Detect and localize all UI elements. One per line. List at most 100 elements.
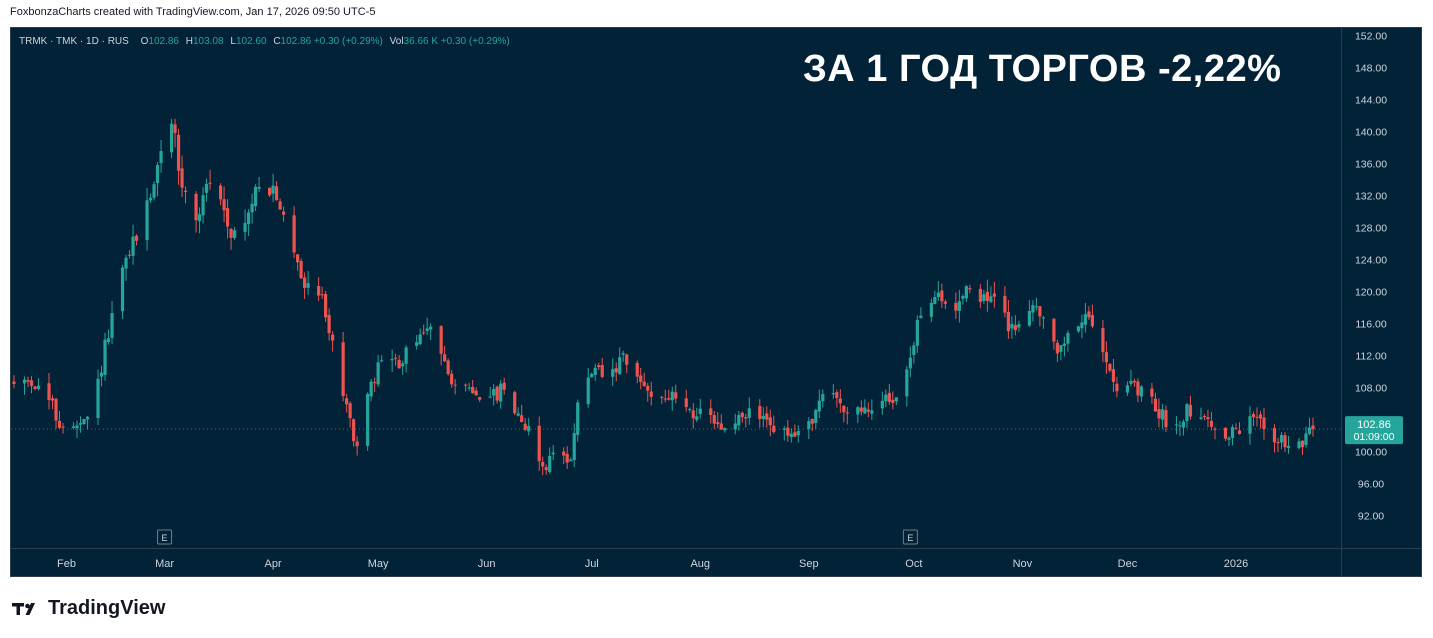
candle-body	[919, 315, 923, 319]
candle-body	[446, 360, 450, 375]
candle-body	[1185, 403, 1189, 422]
candle-body	[225, 208, 230, 227]
candle-body	[257, 186, 261, 189]
candle-body	[905, 369, 909, 397]
candle-body	[345, 398, 349, 405]
candle-body	[1202, 416, 1207, 418]
low-value: 102.60	[235, 36, 267, 47]
symbol-info[interactable]: TRMK · TMK · 1D · RUS	[19, 36, 129, 47]
candle-body	[597, 365, 601, 368]
y-tick-label: 96.00	[1358, 479, 1384, 491]
candle-body	[1017, 324, 1021, 328]
candle-body	[492, 388, 496, 396]
candle-body	[1010, 323, 1014, 329]
candle-body	[572, 432, 576, 461]
candle-body	[1209, 420, 1214, 427]
candle-body	[222, 199, 226, 211]
chart-headline: ЗА 1 ГОД ТОРГОВ -2,22%	[803, 48, 1282, 90]
candle-body	[625, 354, 629, 365]
y-tick-label: 100.00	[1355, 447, 1387, 459]
candle-body	[352, 419, 356, 442]
candle-body	[145, 200, 149, 241]
candle-body	[1076, 326, 1081, 332]
candle-body	[1262, 417, 1266, 430]
open-value: 102.86	[148, 36, 179, 47]
candle-body	[859, 407, 863, 412]
candle-body	[250, 203, 254, 213]
candle-body	[982, 294, 986, 301]
candle-body	[1276, 442, 1280, 444]
candle-body	[551, 452, 555, 455]
chart-area[interactable]: 152.00 148.00 144.00 140.00 136.00 132.00 128.…	[10, 27, 1422, 577]
candle-body	[12, 381, 16, 384]
candle-body	[96, 378, 100, 419]
candle-body	[1087, 311, 1091, 318]
candle-body	[99, 372, 104, 377]
candle-body	[810, 419, 814, 424]
candle-body	[341, 342, 345, 397]
candle-body	[908, 357, 912, 369]
x-tick-label: 2026	[1224, 558, 1248, 570]
candle-body	[173, 124, 177, 134]
low-label: L	[230, 36, 236, 47]
high-label: H	[185, 36, 193, 47]
candle-body	[453, 384, 457, 386]
candle-body	[968, 288, 972, 290]
candle-body	[565, 454, 569, 463]
volume-value: 36.66 K	[403, 36, 439, 47]
earnings-marker-box	[902, 529, 918, 545]
candle-body	[348, 403, 352, 419]
candle-body	[425, 328, 429, 332]
candle-body	[1188, 404, 1193, 417]
candle-body	[1013, 325, 1017, 331]
candle-body	[1206, 417, 1210, 420]
y-tick-label: 152.00	[1355, 31, 1387, 43]
candle-body	[537, 425, 541, 462]
candle-body	[586, 377, 590, 405]
candle-body	[33, 386, 37, 389]
candle-body	[691, 410, 695, 419]
candle-body	[429, 326, 433, 330]
candle-body	[957, 301, 961, 311]
candle-body	[36, 385, 41, 389]
candle-body	[275, 186, 279, 201]
candle-body	[317, 285, 321, 296]
candle-body	[1307, 427, 1312, 434]
candle-body	[989, 296, 993, 302]
candle-body	[831, 393, 835, 395]
candle-body	[1136, 381, 1140, 396]
x-tick-label: Aug	[690, 558, 710, 570]
candle-body	[75, 425, 79, 429]
candle-body	[936, 292, 940, 298]
earnings-marker[interactable]: E	[902, 529, 918, 545]
candle-body	[1272, 428, 1277, 443]
candle-body	[103, 339, 107, 375]
candle-body	[880, 400, 884, 409]
tradingview-brand[interactable]: TradingView	[12, 597, 165, 620]
candle-body	[1066, 332, 1070, 344]
candle-body	[866, 409, 870, 412]
candle-body	[842, 405, 846, 413]
candle-body	[464, 384, 468, 386]
candle-body	[1300, 440, 1305, 448]
candle-body	[782, 428, 786, 430]
price-change: +0.30 (+0.29%)	[313, 36, 383, 47]
candle-body	[954, 302, 958, 311]
candle-body	[253, 186, 258, 207]
candle-body	[765, 413, 769, 420]
y-tick-label: 140.00	[1355, 127, 1387, 139]
candle-body	[1139, 386, 1144, 397]
candle-body	[887, 392, 891, 402]
candle-body	[57, 420, 62, 428]
candle-body	[1132, 380, 1137, 383]
candle-body	[127, 254, 132, 256]
candle-body	[246, 212, 251, 224]
candle-body	[614, 368, 618, 373]
candle-body	[194, 193, 198, 221]
candle-body	[1083, 314, 1088, 325]
candle-body	[201, 195, 205, 216]
candlestick-chart[interactable]: 152.00 148.00 144.00 140.00 136.00 132.00 128.…	[11, 28, 1422, 577]
symbol-legend: TRMK · TMK · 1D · RUS O102.86 H103.08 L1…	[19, 36, 510, 47]
candle-body	[1160, 409, 1165, 420]
earnings-marker[interactable]: E	[157, 529, 173, 545]
